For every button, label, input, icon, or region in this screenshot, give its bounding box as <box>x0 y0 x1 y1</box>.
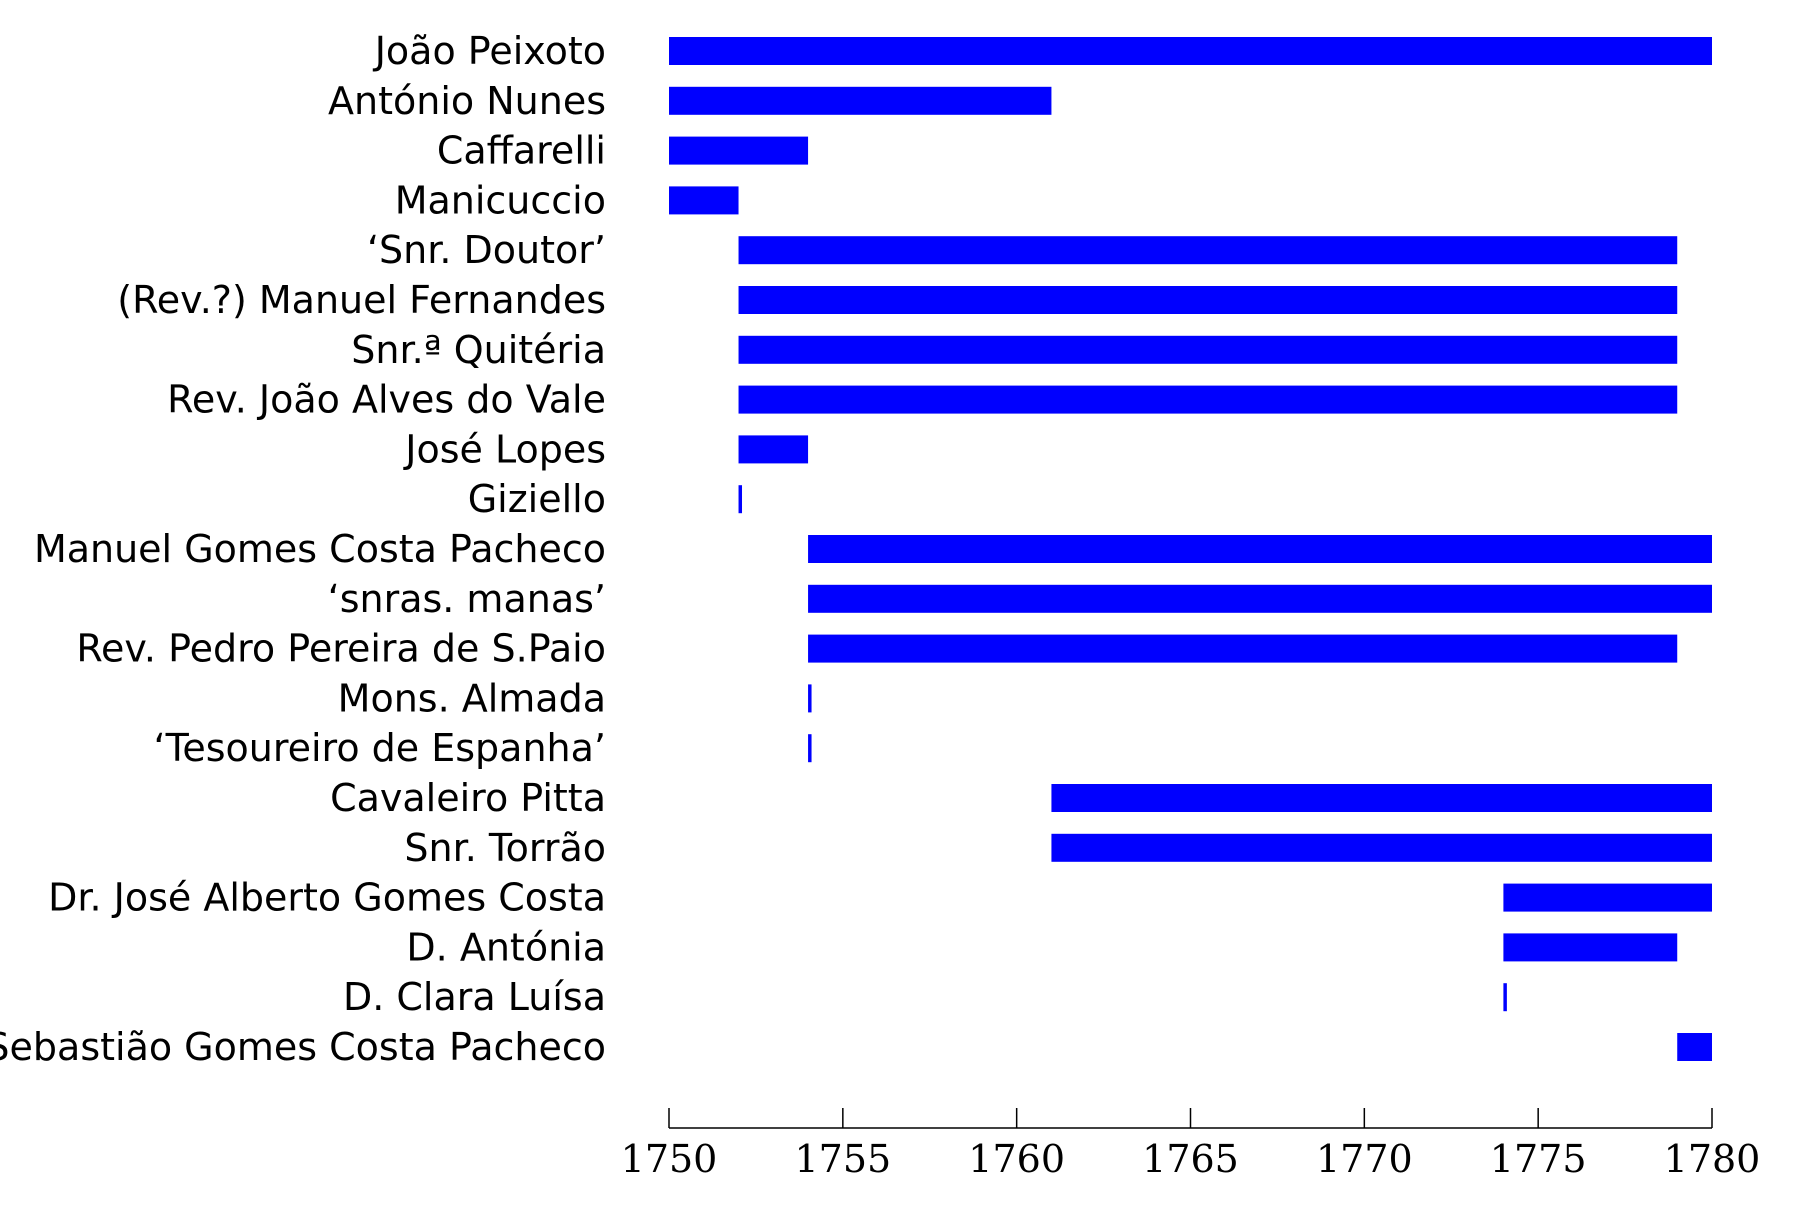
bar <box>808 634 1678 663</box>
x-tick-label: 1780 <box>1664 1137 1761 1181</box>
bar <box>669 37 1712 65</box>
bar <box>669 136 809 165</box>
bar <box>1503 933 1678 962</box>
category-labels: João Peixoto António Nunes Caffarelli Manic… <box>0 29 606 1069</box>
bar <box>808 535 1712 563</box>
category-label: ‘snras. manas’ <box>328 577 606 621</box>
category-label: Rev. João Alves do Vale <box>167 378 606 422</box>
bar <box>738 286 1678 314</box>
x-tick-label: 1755 <box>794 1137 891 1181</box>
category-label: (Rev.?) Manuel Fernandes <box>117 278 606 322</box>
category-label: Snr.ª Quitéria <box>351 328 606 372</box>
category-label: Giziello <box>468 477 606 521</box>
category-label: Snr. Torrão <box>404 826 606 870</box>
bar <box>808 584 1712 613</box>
bar <box>669 186 739 215</box>
category-label: ‘Tesoureiro de Espanha’ <box>153 726 606 770</box>
bar <box>1051 784 1712 812</box>
bar <box>738 385 1678 414</box>
x-tick-label: 1765 <box>1142 1137 1239 1181</box>
category-label: D. Antónia <box>406 925 606 969</box>
bar <box>808 734 812 763</box>
bar <box>669 86 1052 115</box>
category-label: José Lopes <box>403 427 606 471</box>
bar <box>1503 983 1507 1012</box>
category-label: Dr. José Alberto Gomes Costa <box>48 876 606 920</box>
x-tick-label: 1770 <box>1316 1137 1413 1181</box>
bar <box>1677 1033 1712 1061</box>
category-label: Cavaleiro Pitta <box>330 776 606 820</box>
category-label: Sebastião Gomes Costa Pacheco <box>0 1025 606 1069</box>
bar <box>738 485 743 514</box>
bars <box>669 37 1712 1061</box>
category-label: Manuel Gomes Costa Pacheco <box>34 527 606 571</box>
category-label: António Nunes <box>328 79 606 123</box>
bar <box>1051 833 1712 862</box>
x-tick-label: 1760 <box>968 1137 1065 1181</box>
bar <box>1503 883 1712 912</box>
bar <box>808 684 812 713</box>
category-label: Mons. Almada <box>338 676 606 720</box>
bar <box>738 435 809 464</box>
category-label: D. Clara Luísa <box>343 975 606 1019</box>
category-label: João Peixoto <box>373 29 606 73</box>
bar <box>738 335 1678 364</box>
x-tick-label: 1750 <box>621 1137 718 1181</box>
category-label: ‘Snr. Doutor’ <box>367 228 606 272</box>
category-label: Caffarelli <box>437 129 606 173</box>
x-tick-label: 1775 <box>1490 1137 1587 1181</box>
category-label: Manicuccio <box>395 178 606 222</box>
x-axis: 1750 1755 1760 1765 1770 1775 1780 <box>621 1108 1761 1181</box>
bar <box>738 236 1678 265</box>
category-label: Rev. Pedro Pereira de S.Paio <box>76 627 606 671</box>
